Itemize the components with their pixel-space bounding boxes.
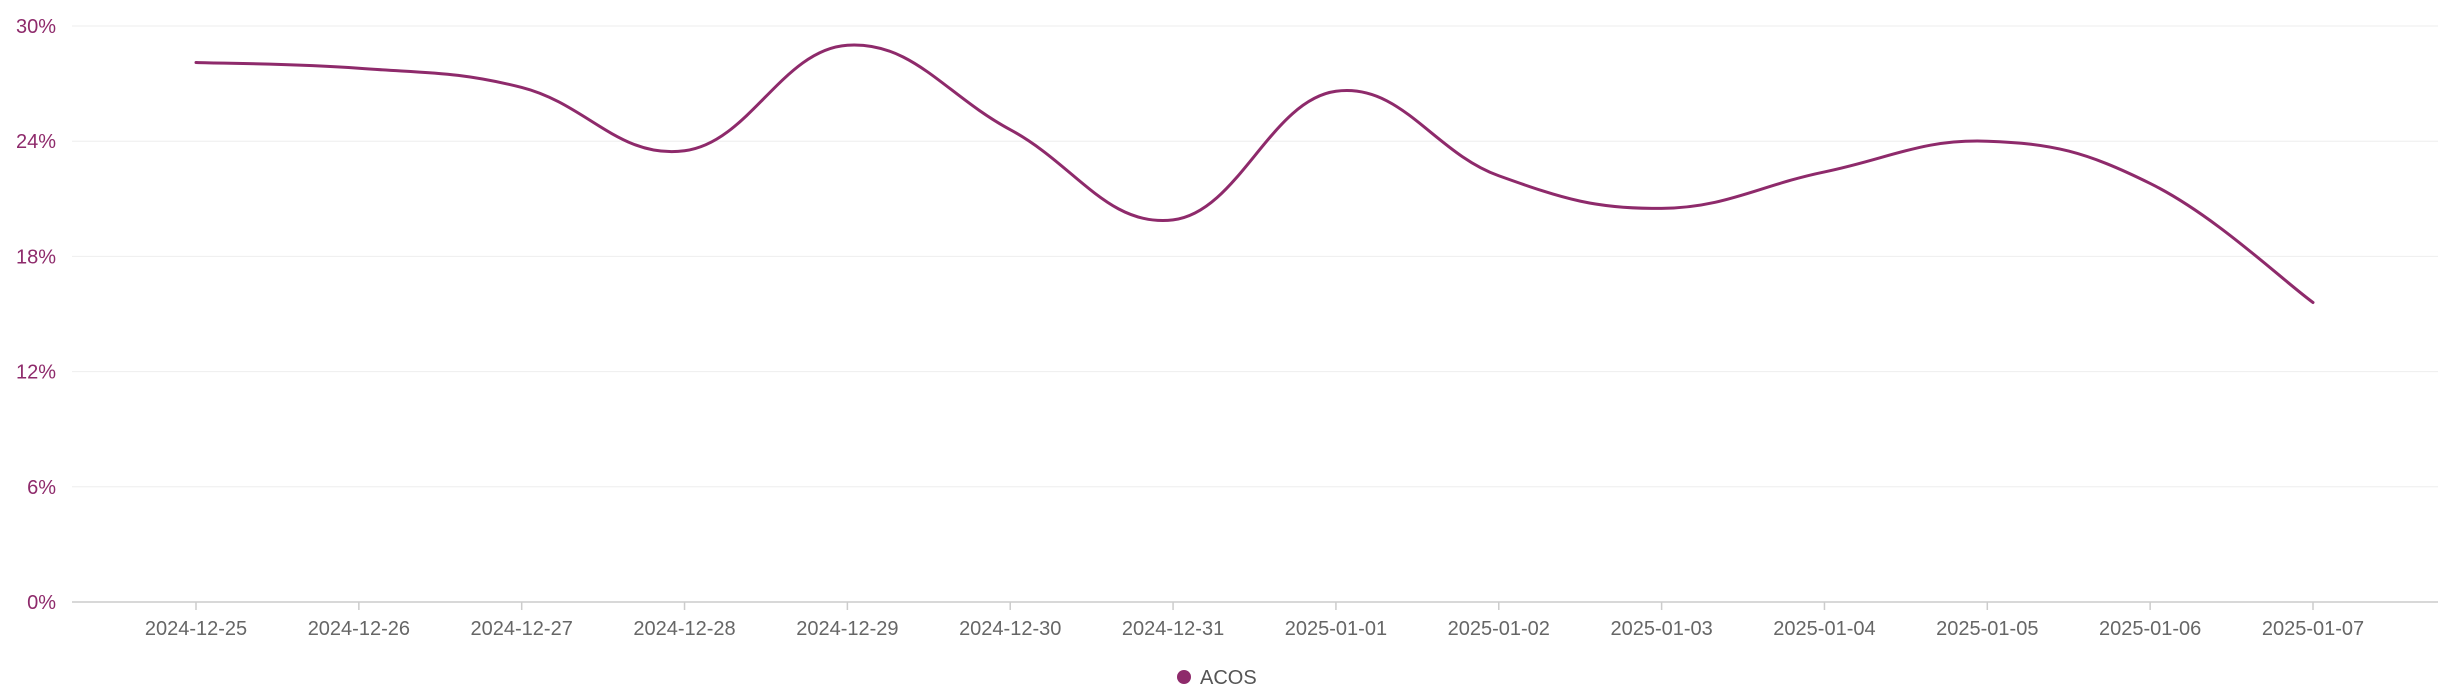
x-tick-label: 2025-01-07 [2262, 618, 2364, 640]
legend[interactable]: ACOS [1177, 667, 1257, 689]
x-tick-label: 2025-01-06 [2099, 618, 2201, 640]
legend-label-acos[interactable]: ACOS [1200, 667, 1257, 689]
data-point [518, 83, 526, 91]
y-tick-label: 18% [16, 246, 56, 268]
data-point [1169, 216, 1177, 224]
data-point [1983, 137, 1991, 145]
grid-lines [72, 25, 2438, 488]
data-point [192, 58, 200, 66]
legend-marker-acos[interactable] [1177, 670, 1191, 684]
x-tick-label: 2024-12-31 [1122, 618, 1224, 640]
data-point [2309, 298, 2317, 306]
data-point [681, 147, 689, 155]
x-tick-label: 2025-01-05 [1936, 618, 2038, 640]
series-layer [192, 41, 2317, 306]
x-tick-label: 2024-12-25 [145, 618, 247, 640]
data-point [1495, 172, 1503, 180]
y-tick-label: 6% [27, 477, 56, 499]
y-tick-label: 12% [16, 362, 56, 384]
data-point [1006, 126, 1014, 134]
y-tick-label: 24% [16, 131, 56, 153]
data-point [1658, 204, 1666, 212]
data-point [1332, 87, 1340, 95]
x-tick-label: 2025-01-01 [1285, 618, 1387, 640]
y-axis: 0% 6% 12% 18% 24% 30% [16, 16, 56, 614]
x-tick-label: 2024-12-28 [633, 618, 735, 640]
data-point [355, 64, 363, 72]
y-tick-label: 0% [27, 592, 56, 614]
x-tick-label: 2024-12-27 [471, 618, 573, 640]
x-tick-label: 2025-01-04 [1773, 618, 1875, 640]
x-tick-label: 2024-12-29 [796, 618, 898, 640]
x-tick-label: 2025-01-02 [1448, 618, 1550, 640]
x-axis: 2024-12-25 2024-12-26 2024-12-27 2024-12-28… [72, 601, 2438, 640]
x-tick-label: 2024-12-30 [959, 618, 1061, 640]
x-tick-label: 2024-12-26 [308, 618, 410, 640]
x-tick-label: 2025-01-03 [1610, 618, 1712, 640]
data-point [2146, 179, 2154, 187]
y-tick-label: 30% [16, 16, 56, 38]
data-point [843, 41, 851, 49]
series-line-acos [194, 43, 2315, 304]
data-point [1820, 168, 1828, 176]
